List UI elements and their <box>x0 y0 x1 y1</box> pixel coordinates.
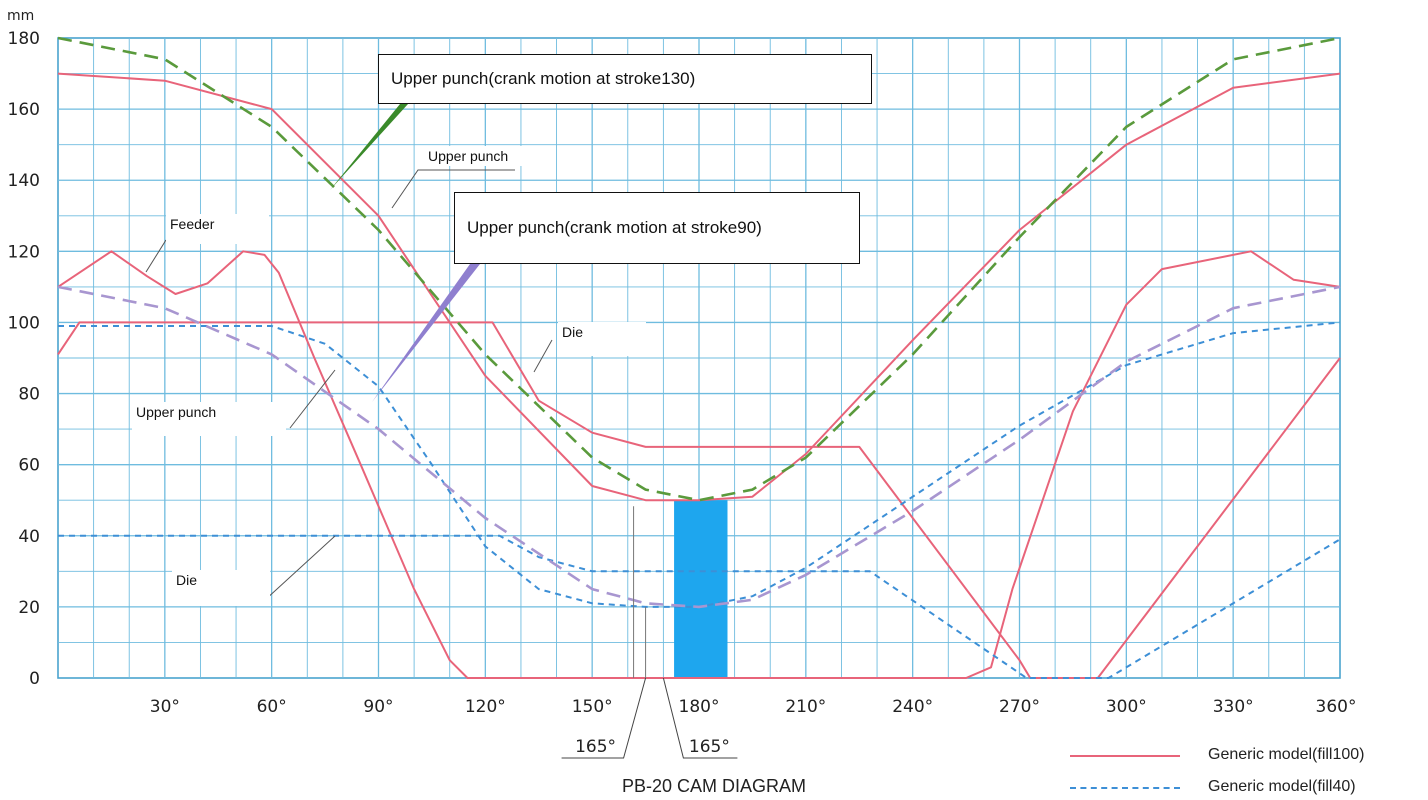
pointer-wedge-crank90 <box>372 264 480 402</box>
y-tick-label: 120 <box>8 242 40 262</box>
y-tick-label: 0 <box>29 669 40 689</box>
annotation-die-bottom: Die <box>172 570 270 606</box>
series-2-feeder <box>57 250 1341 679</box>
x-tick-label: 270° <box>999 697 1040 717</box>
legend-label-fill100: Generic model(fill100) <box>1208 746 1365 763</box>
annotation-upper-punch-top: Upper punch <box>424 146 522 166</box>
annotation-feeder: Feeder <box>166 214 269 244</box>
leader-line-4 <box>264 535 336 601</box>
x-tick-labels: 30° 60° 90° 120° 150° 180° 210° 240° 270° 300° 330… <box>150 697 1357 717</box>
y-axis-unit: mm <box>7 8 34 24</box>
y-tick-label: 100 <box>8 313 40 333</box>
series-6-upper-punch-crank-motion-at-stroke90 <box>57 285 1341 609</box>
x-tick-label: 150° <box>572 697 613 717</box>
x-tick-label: 120° <box>465 697 506 717</box>
chart-title: PB-20 CAM DIAGRAM <box>621 776 807 796</box>
series-4-die <box>58 534 1341 679</box>
legend-label-fill40: Generic model(fill40) <box>1208 778 1356 795</box>
annotation-upper-punch-left: Upper punch <box>132 402 286 436</box>
series-0-upper-punch <box>57 72 1341 502</box>
x-tick-label: 90° <box>363 697 393 717</box>
x-tick-label: 30° <box>150 697 180 717</box>
marker-165-label-right: 165° <box>689 737 730 757</box>
x-tick-label: 240° <box>892 697 933 717</box>
marker-165: 165° 165° <box>561 506 738 759</box>
x-tick-label: 60° <box>257 697 287 717</box>
annotation-die-top: Die <box>558 322 646 356</box>
x-tick-label: 180° <box>679 697 720 717</box>
marker-165-label-left: 165° <box>575 737 616 757</box>
leader-line-1 <box>145 239 167 273</box>
marker-165-leader-right <box>662 677 738 759</box>
y-tick-label: 180 <box>8 29 40 49</box>
x-tick-label: 210° <box>785 697 826 717</box>
y-tick-label: 60 <box>18 456 40 476</box>
y-tick-label: 40 <box>18 527 40 547</box>
legend-item-fill100: Generic model(fill100) <box>1070 746 1425 766</box>
y-tick-label: 80 <box>18 385 40 405</box>
leader-line-3 <box>289 369 336 429</box>
leader-line-2 <box>533 339 553 373</box>
highlight-band <box>674 500 728 678</box>
x-tick-label: 360° <box>1316 697 1357 717</box>
leader-lines <box>145 104 553 601</box>
x-tick-label: 330° <box>1213 697 1254 717</box>
y-tick-label: 140 <box>8 171 40 191</box>
leader-line-0 <box>391 169 515 209</box>
annotation-crank-90: Upper punch(crank motion at stroke90) <box>454 192 860 264</box>
x-tick-label: 300° <box>1106 697 1147 717</box>
y-tick-label: 20 <box>18 598 40 618</box>
marker-165-leader-left <box>561 677 647 759</box>
legend-item-fill40: Generic model(fill40) <box>1070 778 1425 798</box>
legend-swatch-dashed <box>1070 787 1180 789</box>
y-tick-labels: 0 20 40 60 80 100 120 140 160 180 <box>8 29 40 689</box>
annotation-crank-130: Upper punch(crank motion at stroke130) <box>378 54 872 104</box>
highlight-band-rect <box>674 500 728 678</box>
y-tick-label: 160 <box>8 100 40 120</box>
legend-swatch-solid <box>1070 755 1180 757</box>
pointer-wedge-crank130 <box>330 104 408 190</box>
